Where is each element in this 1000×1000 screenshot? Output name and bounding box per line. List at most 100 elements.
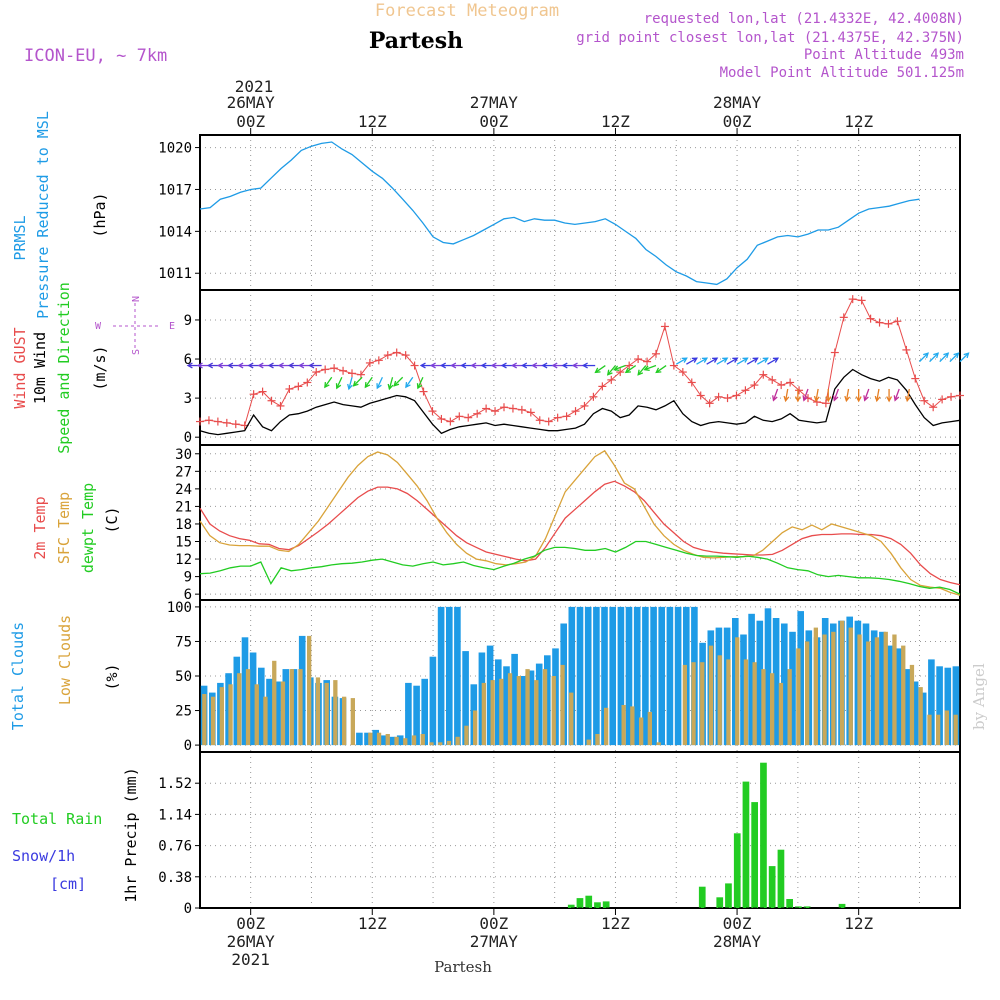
precip-panel-labels: Total Rain Snow/1h [cm] 1hr Precip (mm) xyxy=(12,767,140,902)
low-cloud-bar xyxy=(874,637,880,746)
total-cloud-bar xyxy=(274,681,281,746)
y-tick-label: 0 xyxy=(184,738,192,754)
wind-arrow xyxy=(726,357,738,365)
wind-arrow-head xyxy=(541,362,548,369)
total-cloud-bar xyxy=(772,618,780,746)
low-cloud-bar xyxy=(743,659,749,746)
wind-arrow-head xyxy=(794,396,801,403)
info-line-1: requested lon,lat (21.4332E, 42.4008N) xyxy=(644,11,964,27)
info-line-3: Point Altitude 493m xyxy=(804,47,964,63)
low-cloud-bar xyxy=(778,682,784,746)
wind-arrow-head xyxy=(405,382,411,389)
compass-s: S xyxy=(131,349,142,355)
total-cloud-bar xyxy=(372,729,379,746)
wind-arrow-head xyxy=(802,395,809,402)
total-cloud-bar xyxy=(437,606,445,746)
top-title: Forecast Meteogram xyxy=(375,1,559,21)
low-cloud-bar xyxy=(822,634,827,745)
location-title: Partesh xyxy=(369,28,463,54)
low-cloud-bar xyxy=(770,673,775,746)
wind-arrow xyxy=(388,377,394,390)
low-cloud-bar xyxy=(639,717,644,746)
rain-bar xyxy=(803,906,811,908)
wind-arrow xyxy=(929,352,939,363)
low-cloud-bar xyxy=(202,694,207,746)
low-cloud-bar xyxy=(490,680,495,745)
y-tick-label: 1.52 xyxy=(158,776,192,792)
y-tick-label: 9 xyxy=(184,313,192,329)
wind-arrow xyxy=(393,376,404,387)
low-cloud-bar xyxy=(245,669,251,746)
wind-arrow-head xyxy=(943,352,950,359)
total-cloud-bar xyxy=(446,606,453,746)
rain-bar xyxy=(698,886,706,908)
low-cloud-bar xyxy=(446,740,452,745)
total-cloud-bar xyxy=(862,623,870,746)
rain-bar xyxy=(602,901,610,908)
wind-arrow-head xyxy=(581,362,588,369)
wind-arrow-head xyxy=(886,396,893,403)
low-cloud-bar xyxy=(542,669,548,746)
wind-arrow-head xyxy=(480,362,487,369)
top-tick-label: 28MAY xyxy=(713,93,762,112)
low-cloud-bar xyxy=(394,736,399,746)
wind-arrow xyxy=(675,357,687,365)
low-cloud-bar xyxy=(866,641,871,746)
total-cloud-bar xyxy=(903,669,911,746)
wind-speed-line xyxy=(199,368,961,436)
low-cloud-bar xyxy=(516,676,521,746)
wind-arrow xyxy=(757,357,769,365)
wind-arrow-head xyxy=(352,380,359,387)
y-tick-label: 0.38 xyxy=(158,870,192,886)
wind-arrow-head xyxy=(393,380,400,387)
wind-arrow-head xyxy=(825,396,832,403)
compass-rose-icon: N S W E xyxy=(95,296,175,355)
low-cloud-bar xyxy=(272,660,277,746)
wind-arrow-head xyxy=(247,362,254,369)
precip-label-unit: [cm] xyxy=(50,875,86,893)
wind-arrow-head xyxy=(712,357,719,363)
total-cloud-bar xyxy=(789,631,796,746)
wind-arrow-head xyxy=(923,352,929,359)
low-cloud-bar xyxy=(569,692,574,746)
low-cloud-bar xyxy=(691,662,696,746)
precip-panel: 0 0.38 0.76 1.14 1.52 xyxy=(158,751,961,917)
low-cloud-bar xyxy=(796,648,801,746)
wind-arrow xyxy=(655,365,667,373)
y-tick-label: 27 xyxy=(175,464,192,480)
total-cloud-bar xyxy=(895,648,902,746)
low-cloud-bar xyxy=(219,687,224,746)
low-cloud-bar xyxy=(953,714,958,746)
total-cloud-bar xyxy=(740,634,747,745)
low-cloud-bar xyxy=(726,659,731,746)
bottom-tick-label: 00Z xyxy=(479,914,508,933)
wind-arrow xyxy=(336,376,343,389)
wind-arrow xyxy=(845,388,850,401)
total-cloud-bar xyxy=(764,608,772,746)
y-tick-label: 1020 xyxy=(158,141,192,157)
y-tick-label: 0.76 xyxy=(158,839,192,855)
total-cloud-bar xyxy=(462,651,469,746)
wind-arrow-head xyxy=(277,362,284,369)
wind-arrow xyxy=(614,364,626,371)
low-cloud-bar xyxy=(464,725,469,745)
total-cloud-bar xyxy=(527,670,535,746)
total-cloud-bar xyxy=(486,645,494,746)
wind-arrow-head xyxy=(186,362,193,369)
wind-arrow-head xyxy=(855,396,862,403)
wind-arrow-head xyxy=(324,382,330,389)
rain-bar xyxy=(786,899,793,908)
wind-arrow-head xyxy=(416,383,423,390)
low-cloud-bar xyxy=(420,734,425,746)
wind-arrow xyxy=(876,388,880,401)
panel-frame xyxy=(199,751,961,909)
low-cloud-bar xyxy=(682,664,687,745)
y-tick-label: 6 xyxy=(184,587,192,603)
low-cloud-bar xyxy=(892,634,897,745)
low-cloud-bar xyxy=(647,711,652,746)
wind-arrow-head xyxy=(298,362,305,369)
wind-arrow-head xyxy=(701,357,709,363)
total-cloud-bar xyxy=(633,606,641,746)
low-cloud-bar xyxy=(307,635,312,746)
precip-axis-label: 1hr Precip (mm) xyxy=(122,767,140,902)
